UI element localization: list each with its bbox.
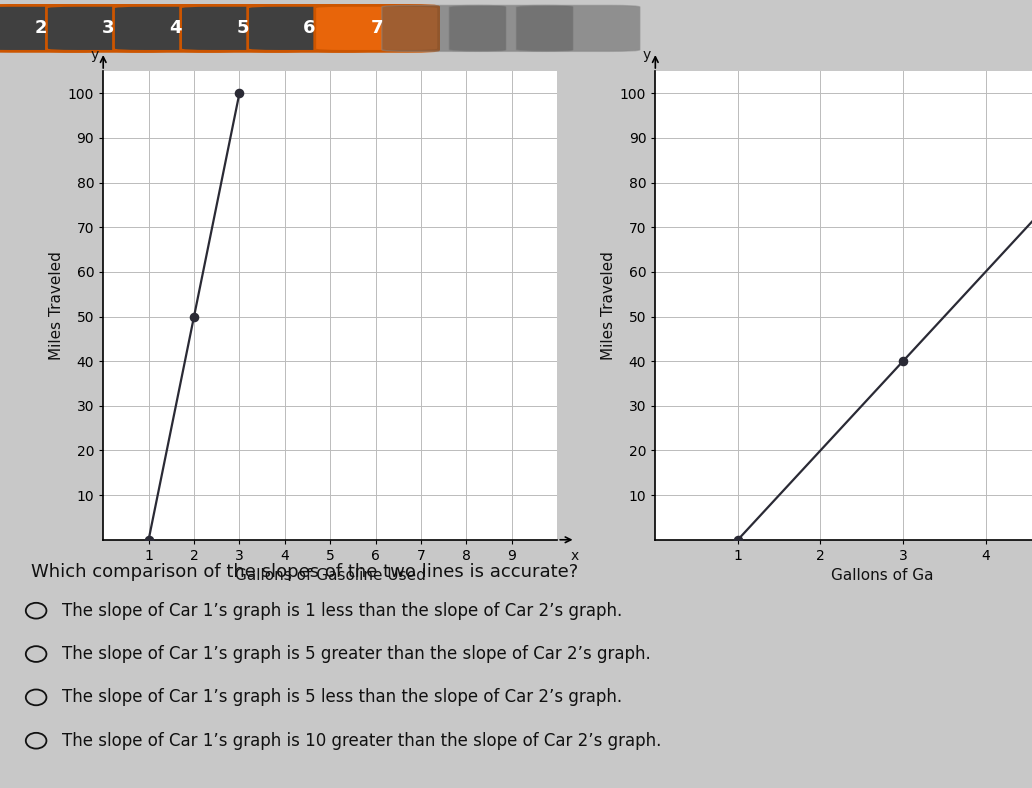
FancyBboxPatch shape [181,6,304,51]
Point [231,87,248,99]
Text: 4: 4 [169,20,182,37]
Text: x: x [571,549,579,563]
X-axis label: Gallons of Ga: Gallons of Ga [831,568,934,583]
Text: 7: 7 [370,20,383,37]
Point [140,533,157,546]
Text: y: y [643,47,651,61]
Y-axis label: Miles Traveled: Miles Traveled [49,251,64,360]
FancyBboxPatch shape [382,6,506,51]
X-axis label: Gallons of Gasoline Used: Gallons of Gasoline Used [235,568,425,583]
Point [730,533,746,546]
Point [895,355,911,367]
Text: 2: 2 [35,20,47,37]
FancyBboxPatch shape [516,6,640,51]
Text: 3: 3 [102,20,115,37]
FancyBboxPatch shape [0,6,103,51]
FancyBboxPatch shape [248,6,372,51]
Text: 6: 6 [303,20,316,37]
Y-axis label: Miles Traveled: Miles Traveled [601,251,616,360]
Text: y: y [91,47,99,61]
Text: The slope of Car 1’s graph is 1 less than the slope of Car 2’s graph.: The slope of Car 1’s graph is 1 less tha… [62,602,622,619]
Text: The slope of Car 1’s graph is 5 greater than the slope of Car 2’s graph.: The slope of Car 1’s graph is 5 greater … [62,645,650,663]
Text: The slope of Car 1’s graph is 10 greater than the slope of Car 2’s graph.: The slope of Car 1’s graph is 10 greater… [62,732,662,749]
Text: The slope of Car 1’s graph is 5 less than the slope of Car 2’s graph.: The slope of Car 1’s graph is 5 less tha… [62,689,622,706]
Text: Which comparison of the slopes of the two lines is accurate?: Which comparison of the slopes of the tw… [31,563,578,582]
FancyBboxPatch shape [449,6,573,51]
FancyBboxPatch shape [315,6,439,51]
Point [186,310,202,323]
FancyBboxPatch shape [114,6,237,51]
FancyBboxPatch shape [46,6,170,51]
Text: 5: 5 [236,20,249,37]
